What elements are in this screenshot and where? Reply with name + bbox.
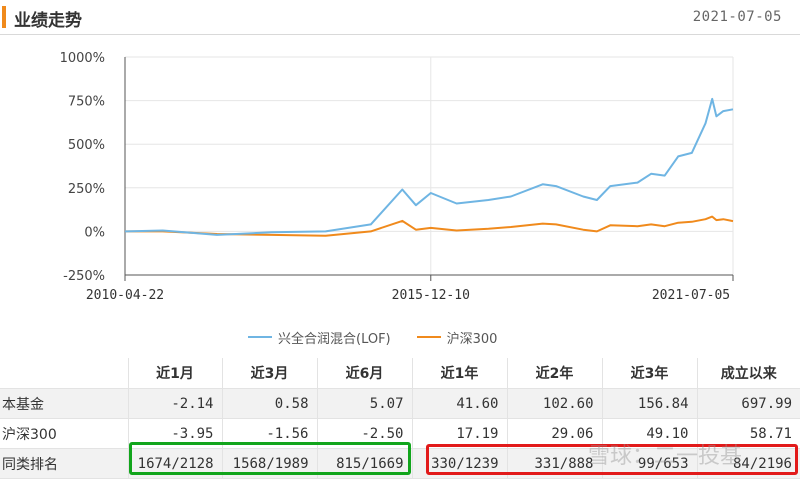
legend-swatch-fund [248, 336, 272, 338]
table-cell: 0.58 [221, 388, 317, 419]
table-cell: 697.99 [696, 388, 800, 419]
table-cell: 29.06 [506, 418, 602, 449]
table-cell: 156.84 [601, 388, 697, 419]
header-cell-3m: 近3月 [221, 358, 317, 389]
legend-swatch-index [416, 336, 441, 338]
row-label: 同类排名 [0, 448, 128, 479]
table-row-index: 沪深300 -3.95 -1.56 -2.50 17.19 29.06 49.1… [0, 418, 800, 449]
table-cell: 102.60 [506, 388, 602, 419]
x-tick-label: 2021-07-05 [652, 288, 730, 303]
legend-label-fund: 兴全合润混合(LOF) [278, 331, 391, 347]
highlight-box-green [129, 442, 411, 475]
section-header: 业绩走势 2021-07-05 [0, 0, 800, 35]
y-tick-label: -250% [63, 269, 105, 284]
y-tick-label: 250% [68, 182, 105, 197]
header-cell-1m: 近1月 [127, 358, 222, 389]
performance-chart: 1000% 750% 500% 250% 0% -250% 2010-04-22 2015-1… [60, 51, 734, 303]
table-row-fund: 本基金 -2.14 0.58 5.07 41.60 102.60 156.84 … [0, 388, 800, 419]
header-cell-2y: 近2年 [506, 358, 602, 389]
header-cell-1y: 近1年 [411, 358, 507, 389]
highlight-box-red [426, 444, 798, 475]
row-label: 本基金 [0, 388, 128, 419]
table-header-row: 近1月 近3月 近6月 近1年 近2年 近3年 成立以来 [0, 358, 800, 389]
table-cell: 41.60 [411, 388, 507, 419]
row-label: 沪深300 [0, 418, 128, 449]
table-cell: 58.71 [696, 418, 800, 449]
series-line-fund [124, 97, 734, 236]
legend-item-index[interactable]: 沪深300 [416, 328, 498, 347]
y-tick-label: 500% [68, 138, 105, 153]
y-tick-label: 750% [68, 95, 105, 110]
x-tick-label: 2015-12-10 [392, 288, 470, 303]
header-accent-bar [2, 6, 6, 28]
header-cell-3y: 近3年 [601, 358, 697, 389]
table-cell: -2.14 [127, 388, 222, 419]
legend-item-fund[interactable]: 兴全合润混合(LOF) [248, 328, 391, 347]
as-of-date: 2021-07-05 [692, 9, 782, 25]
y-tick-label: 0% [84, 225, 105, 240]
table-cell: 5.07 [316, 388, 412, 419]
y-tick-label: 1000% [60, 51, 105, 66]
x-tick-label: 2010-04-22 [86, 288, 164, 303]
header-cell-blank [0, 358, 128, 389]
series-line-index [125, 215, 734, 237]
header-cell-since-inception: 成立以来 [696, 358, 800, 389]
section-title: 业绩走势 [14, 11, 82, 31]
table-row-rank: 同类排名 1674/2128 1568/1989 815/1669 330/12… [0, 448, 800, 479]
table-cell: 49.10 [601, 418, 697, 449]
legend-label-index: 沪深300 [446, 331, 498, 347]
header-cell-6m: 近6月 [316, 358, 412, 389]
table-cell: 17.19 [411, 418, 507, 449]
performance-table: 近1月 近3月 近6月 近1年 近2年 近3年 成立以来 本基金 -2.14 0… [0, 358, 800, 479]
chart-legend: 兴全合润混合(LOF) 沪深300 [248, 327, 497, 347]
